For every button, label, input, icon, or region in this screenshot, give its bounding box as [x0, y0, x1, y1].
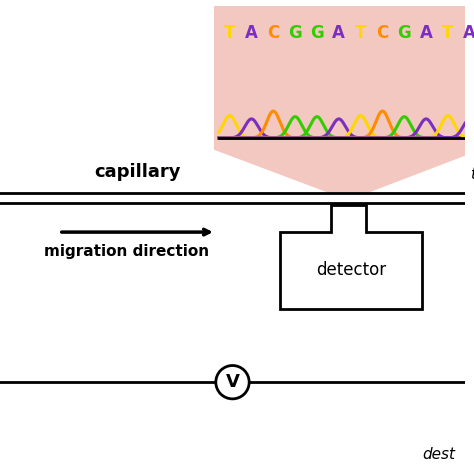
- Text: T: T: [355, 24, 366, 42]
- Text: G: G: [310, 24, 324, 42]
- Text: capillary: capillary: [94, 163, 181, 181]
- Text: G: G: [288, 24, 302, 42]
- Text: C: C: [376, 24, 389, 42]
- Text: migration direction: migration direction: [44, 244, 209, 259]
- Text: G: G: [397, 24, 411, 42]
- Text: detector: detector: [316, 261, 386, 279]
- Circle shape: [216, 365, 249, 399]
- Polygon shape: [328, 203, 368, 205]
- Polygon shape: [214, 150, 474, 193]
- Text: dest: dest: [422, 447, 455, 462]
- Text: A: A: [419, 24, 433, 42]
- Text: A: A: [332, 24, 345, 42]
- Polygon shape: [280, 205, 422, 309]
- Text: t: t: [470, 167, 474, 182]
- Text: T: T: [442, 24, 454, 42]
- Text: C: C: [267, 24, 280, 42]
- Polygon shape: [214, 7, 474, 150]
- Text: T: T: [224, 24, 236, 42]
- Text: A: A: [464, 24, 474, 42]
- Text: A: A: [245, 24, 258, 42]
- Text: V: V: [226, 373, 239, 391]
